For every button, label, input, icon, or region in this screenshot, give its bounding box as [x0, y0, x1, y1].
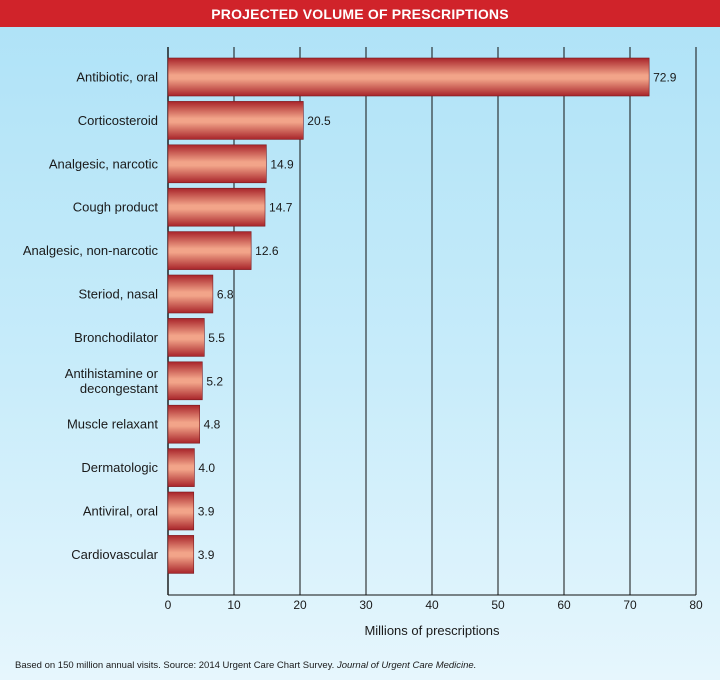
bar [167, 231, 252, 270]
value-label: 14.7 [269, 201, 293, 215]
value-label: 6.8 [217, 288, 234, 302]
value-label: 5.2 [206, 374, 223, 388]
bar [167, 448, 195, 487]
category-label: Analgesic, non-narcotic [23, 243, 159, 258]
value-label: 3.9 [198, 505, 215, 519]
category-label: Antiviral, oral [83, 504, 158, 519]
bar [167, 361, 203, 401]
value-label: 3.9 [198, 548, 215, 562]
x-axis-ticks: 0 10 20 30 40 50 60 70 80 [165, 598, 703, 612]
value-label: 72.9 [653, 71, 677, 85]
x-tick-label: 60 [557, 598, 571, 612]
category-labels: Antibiotic, oral Corticosteroid Analgesic,… [23, 70, 159, 562]
x-tick-label: 80 [689, 598, 703, 612]
x-tick-label: 0 [165, 598, 172, 612]
footnote-journal: Journal of Urgent Care Medicine. [336, 660, 477, 671]
bar [167, 144, 267, 184]
category-label: Antibiotic, oral [76, 70, 158, 85]
category-label: Bronchodilator [74, 330, 158, 345]
x-tick-label: 30 [359, 598, 373, 612]
value-label: 4.0 [198, 461, 215, 475]
bar [167, 404, 200, 444]
bars [167, 57, 650, 574]
value-label: 5.5 [208, 331, 225, 345]
bar [167, 318, 205, 357]
x-tick-label: 10 [227, 598, 241, 612]
bar [167, 274, 214, 314]
category-label: Corticosteroid [78, 113, 158, 128]
category-label: Antihistamine or decongestant [65, 366, 159, 396]
bar [167, 101, 304, 140]
category-label: Steriod, nasal [79, 287, 159, 302]
x-tick-label: 50 [491, 598, 505, 612]
value-label: 20.5 [307, 114, 331, 128]
chart-title: PROJECTED VOLUME OF PRESCRIPTIONS [0, 0, 720, 27]
bar [167, 187, 266, 227]
x-tick-label: 20 [293, 598, 307, 612]
x-axis-title: Millions of prescriptions [364, 623, 500, 638]
value-label: 12.6 [255, 244, 279, 258]
category-label: Muscle relaxant [67, 417, 158, 432]
footnote: Based on 150 million annual visits. Sour… [15, 660, 476, 671]
category-label: Analgesic, narcotic [49, 156, 159, 171]
value-label: 14.9 [270, 157, 294, 171]
category-label: Cough product [73, 200, 159, 215]
bar [167, 535, 195, 574]
value-labels: 72.9 20.5 14.9 14.7 12.6 6.8 5.5 5.2 4.8 4.0 3.9 3.… [198, 71, 677, 562]
bar [167, 57, 650, 97]
x-tick-label: 40 [425, 598, 439, 612]
x-tick-label: 70 [623, 598, 637, 612]
footnote-source: Based on 150 million annual visits. Sour… [15, 660, 335, 671]
bar-chart: Antibiotic, oral Corticosteroid Analgesic,… [23, 47, 703, 638]
bar [167, 491, 195, 531]
value-label: 4.8 [204, 418, 221, 432]
category-label: Dermatologic [81, 460, 158, 475]
category-label: Cardiovascular [71, 547, 158, 562]
